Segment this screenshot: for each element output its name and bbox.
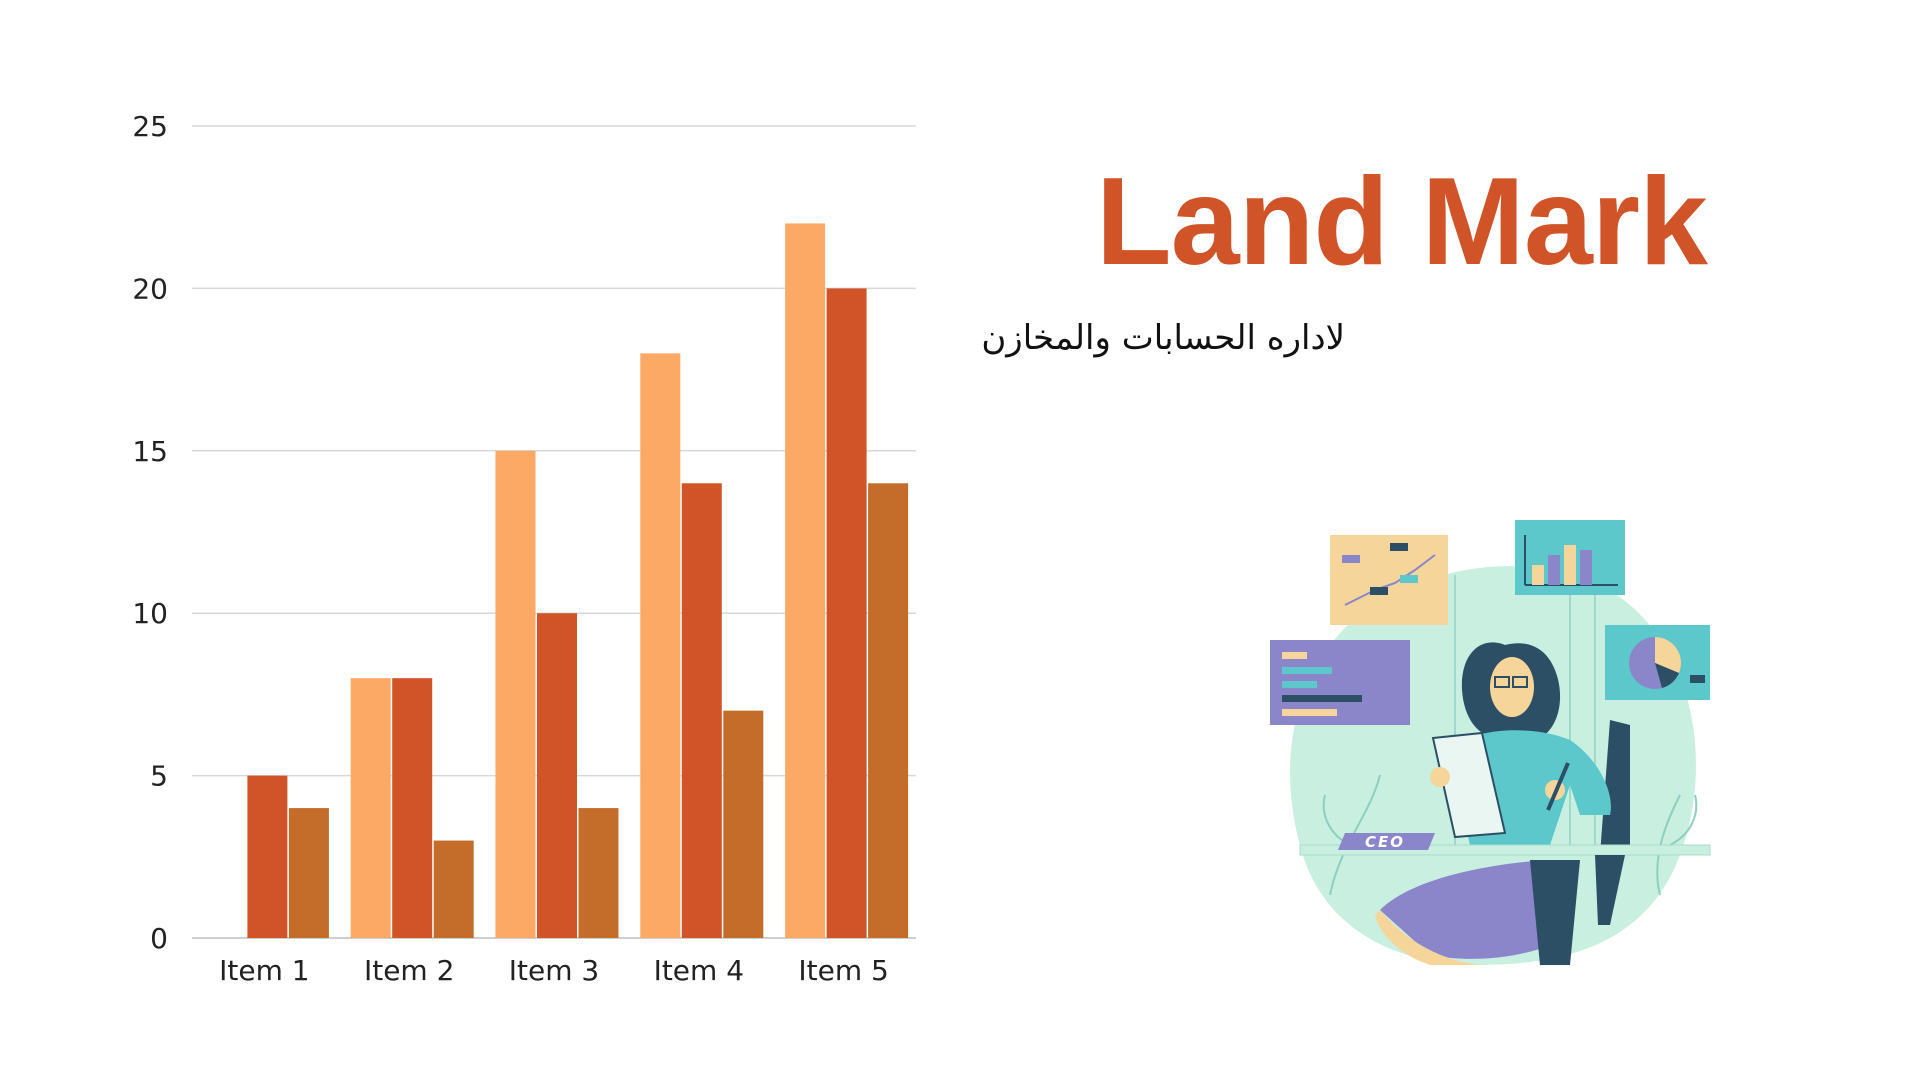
bar-item-3-series-1	[495, 450, 536, 938]
y-tick-label: 15	[132, 435, 168, 468]
x-category-label: Item 1	[219, 954, 309, 987]
ceo-sign-label: CEO	[1365, 833, 1405, 851]
bar-item-4-series-2	[681, 483, 722, 938]
bar-item-5-series-3	[868, 483, 909, 938]
bar-item-2-series-2	[392, 678, 433, 938]
bar-item-5-series-2	[826, 288, 867, 938]
y-tick-label: 25	[132, 110, 168, 143]
woman-ceo-with-dashboards-illustration: CEO	[1270, 520, 1711, 965]
slide-title: Land Mark	[1095, 153, 1708, 291]
bar-item-3-series-2	[537, 613, 577, 938]
bar-item-5-series-1	[785, 223, 826, 938]
y-tick-label: 0	[150, 922, 168, 955]
x-category-label: Item 3	[509, 954, 599, 987]
y-tick-label: 5	[150, 760, 168, 793]
y-tick-label: 20	[132, 272, 168, 305]
y-tick-label: 10	[132, 597, 168, 630]
slide-subtitle: لاداره الحسابات والمخازن	[981, 318, 1345, 358]
bar-item-4-series-3	[723, 710, 764, 938]
bar-item-2-series-1	[350, 678, 391, 938]
x-axis-labels: Item 1 Item 2 Item 3 Item 4 Item 5	[219, 954, 889, 987]
bar-item-2-series-3	[433, 840, 474, 938]
bar-item-4-series-1	[640, 353, 681, 938]
y-axis-ticks: 0 5 10 15 20 25	[132, 110, 168, 955]
bar-item-1-series-2	[247, 775, 288, 938]
x-category-label: Item 5	[798, 954, 888, 987]
bar-item-3-series-3	[578, 808, 619, 938]
x-category-label: Item 4	[654, 954, 744, 987]
bar-item-1-series-3	[288, 808, 329, 938]
chart-bars	[247, 223, 909, 938]
x-category-label: Item 2	[364, 954, 454, 987]
